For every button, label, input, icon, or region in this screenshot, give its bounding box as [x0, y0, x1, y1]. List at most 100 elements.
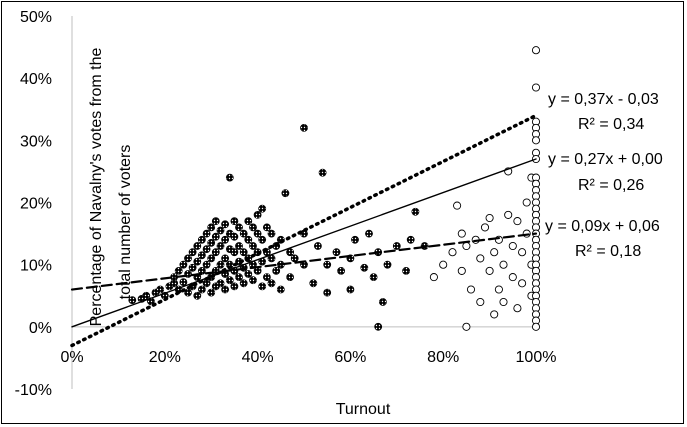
filled-point [179, 278, 188, 286]
filled-point [411, 207, 420, 216]
trendline-dotted [70, 113, 538, 348]
filled-point [184, 254, 192, 263]
open-point [439, 260, 448, 269]
x-tick-label: 80% [427, 349, 459, 366]
filled-point [346, 285, 355, 294]
filled-point [360, 263, 369, 272]
open-point [466, 285, 476, 294]
filled-point [197, 235, 206, 244]
filled-point [290, 254, 299, 263]
filled-point [193, 242, 202, 250]
filled-point [188, 248, 197, 257]
filled-point [267, 229, 276, 238]
filled-point [365, 229, 373, 238]
filled-point [406, 235, 415, 244]
filled-point [300, 124, 308, 132]
filled-point [286, 248, 294, 257]
filled-point [383, 260, 392, 269]
filled-point [221, 254, 229, 263]
filled-point [207, 254, 216, 263]
open-point [522, 198, 531, 207]
filled-point [286, 273, 294, 281]
trend-equation-dashed: y = 0,09x + 0,06 [545, 218, 660, 235]
filled-point [374, 322, 383, 331]
open-point [531, 136, 541, 145]
y-tick-label: 20% [20, 196, 52, 213]
x-tick-label: 60% [334, 349, 366, 366]
filled-point [309, 279, 318, 288]
open-point [499, 297, 508, 307]
open-point [476, 297, 485, 307]
filled-point [211, 248, 220, 257]
y-axis-title-line1: Percentage of Navalny's votes from the [88, 48, 105, 327]
filled-point [230, 217, 239, 225]
filled-point [276, 285, 285, 294]
open-point [485, 213, 494, 223]
filled-point [207, 288, 216, 297]
filled-point [249, 223, 257, 232]
filled-point [193, 291, 202, 300]
x-tick-label: 0% [60, 349, 83, 366]
labels: Turnout Percentage of Navalny's votes fr… [88, 48, 663, 418]
filled-point [174, 266, 183, 275]
filled-point [235, 273, 243, 281]
filled-point [230, 248, 239, 257]
open-point [480, 223, 490, 232]
filled-point [235, 223, 243, 232]
y-tick-label: 50% [20, 9, 52, 26]
filled-point [244, 235, 253, 244]
y-tick-label: 10% [20, 258, 52, 275]
filled-point [207, 223, 216, 232]
filled-point [156, 285, 165, 294]
x-tick-label: 40% [242, 349, 274, 366]
y-tick-label: 0% [29, 320, 52, 337]
trend-equation-solid: y = 0,27x + 0,00 [548, 151, 663, 168]
trendlines [70, 113, 538, 348]
open-point [457, 229, 466, 238]
filled-point [216, 279, 225, 288]
filled-point [221, 220, 229, 229]
open-point [429, 273, 438, 282]
open-point [462, 322, 471, 331]
filled-point [202, 279, 211, 288]
axes: 0% 20% 40% 60% 80% 100% -10% 0% 10% 20% 30% 40% 50% [15, 9, 557, 399]
filled-point [128, 296, 137, 304]
filled-point [249, 276, 257, 285]
filled-point [323, 288, 332, 297]
filled-point [202, 245, 211, 253]
open-point [513, 304, 522, 313]
open-point [490, 310, 499, 319]
filled-point [351, 235, 359, 244]
x-tick-label: 20% [149, 349, 181, 366]
open-point [504, 210, 513, 219]
y-tick-label: 30% [20, 133, 52, 150]
x-tick-label: 100% [516, 349, 557, 366]
filled-point [258, 282, 267, 291]
open-point [485, 266, 494, 275]
filled-point [202, 229, 211, 238]
open-point [476, 254, 485, 263]
open-point [518, 248, 527, 257]
open-point [490, 248, 499, 257]
open-point [518, 279, 527, 288]
open-point [508, 241, 517, 251]
filled-point [230, 232, 239, 241]
open-point [448, 248, 457, 257]
filled-point [369, 273, 378, 281]
filled-point [179, 260, 188, 269]
filled-point [337, 266, 345, 275]
open-point [494, 285, 503, 294]
trend-r2-dotted: R² = 0,34 [578, 116, 644, 133]
trend-r2-solid: R² = 0,26 [578, 177, 644, 194]
filled-point [197, 285, 206, 294]
trend-equation-dotted: y = 0,37x - 0,03 [548, 91, 659, 108]
open-point [508, 273, 517, 282]
filled-point [323, 260, 332, 269]
filled-point [253, 229, 262, 238]
open-point [531, 83, 541, 92]
filled-point [216, 226, 225, 235]
filled-point [244, 217, 253, 225]
filled-point [193, 257, 202, 266]
filled-point [318, 168, 327, 177]
